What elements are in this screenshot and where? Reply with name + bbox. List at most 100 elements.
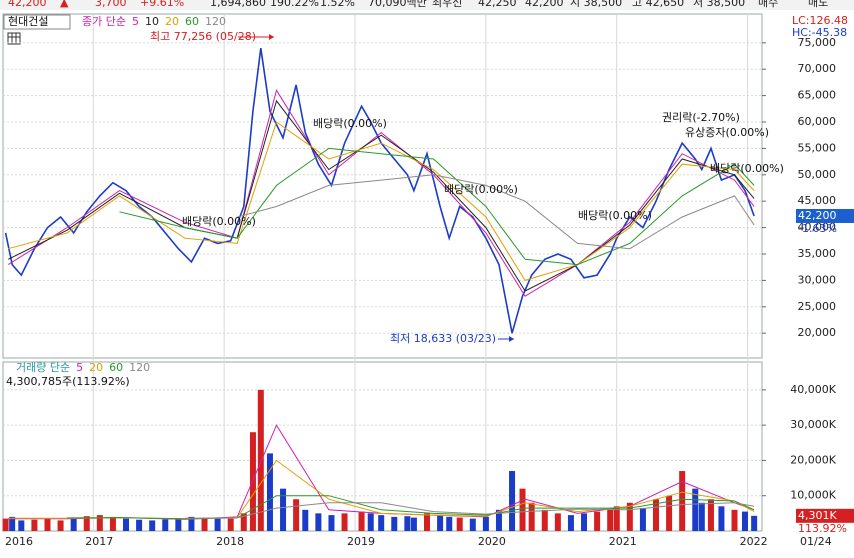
volume-bar <box>123 518 130 531</box>
volume-bar <box>358 511 365 531</box>
last-value-label: 42,200 <box>798 209 837 222</box>
y-tick-label: 60,000 <box>798 115 837 128</box>
lc-label: LC:126.48 <box>792 14 848 27</box>
volume-bar <box>149 520 156 531</box>
volume-bar <box>554 513 561 531</box>
volume-bar <box>509 471 516 531</box>
volume-bar <box>188 516 195 531</box>
legend-entry: 20 <box>89 361 103 374</box>
y-tick-label: 35,000 <box>798 247 837 260</box>
volume-bar <box>404 516 411 531</box>
volume-bar <box>18 520 25 531</box>
volume-bar <box>257 389 264 531</box>
volume-bar <box>410 517 417 531</box>
y-tick-label: 40,000K <box>790 383 836 396</box>
volume-bar <box>109 516 116 531</box>
top-bar-item: 42,250 <box>478 0 517 9</box>
volume-bar <box>341 513 348 531</box>
x-tick-label: 2022 <box>740 535 768 548</box>
grid <box>3 14 766 531</box>
volume-bar <box>495 509 502 531</box>
volume-bar <box>44 518 51 531</box>
top-bar-item: 매수 <box>758 0 778 9</box>
volume-bar <box>175 518 182 531</box>
volume-bar <box>136 519 143 531</box>
volume-bar <box>423 513 430 531</box>
volume-bar <box>240 513 247 531</box>
last-value-box <box>796 508 854 523</box>
y-tick-label: 65,000 <box>798 89 837 102</box>
volume-bar <box>227 518 234 531</box>
top-bar-item: +9.61% <box>140 0 184 9</box>
legend-entry: 5 <box>76 361 83 374</box>
annotation: 배당락(0.00%) <box>710 162 784 175</box>
x-tick-label: 2018 <box>216 535 244 548</box>
volume-bar <box>302 509 309 531</box>
arrow-head <box>269 34 274 40</box>
top-bar-item: 시 38,500 <box>570 0 622 9</box>
y-tick-label: 10,000K <box>790 489 836 502</box>
annotation: 배당락(0.00%) <box>182 215 256 228</box>
labels: 20,000 25,000 30,000 35,000 40,000 45,000 50,0… <box>3 14 854 548</box>
top-bar-item: 저 38,500 <box>693 0 745 9</box>
ma-line <box>7 99 755 292</box>
volume-bar <box>581 513 588 531</box>
top-bar-item: 42,200 <box>8 0 47 9</box>
legend-entry: 20 <box>165 15 179 28</box>
x-tick-label: 2017 <box>85 535 113 548</box>
volume-bar <box>528 502 535 531</box>
annotation: 배당락(0.00%) <box>313 117 387 130</box>
volume-bar <box>315 513 322 531</box>
volume-bar <box>666 495 673 531</box>
y-tick-label: 55,000 <box>798 141 837 154</box>
annotation: 최고 77,256 (05/28) <box>150 30 256 43</box>
volume-bar <box>249 432 256 531</box>
icon <box>7 32 21 45</box>
last-value-box <box>796 208 854 223</box>
volume-bar <box>731 509 738 531</box>
y-tick-label: 30,000K <box>790 418 836 431</box>
volume-bar <box>567 515 574 531</box>
y-tick-label: 70,000 <box>798 62 837 75</box>
volume-bar <box>679 471 686 531</box>
axis-corner <box>762 531 854 554</box>
top-bar-item: 1,694,860 <box>210 0 266 9</box>
volume-bar <box>391 516 398 531</box>
volume-bar <box>214 518 221 531</box>
volume-bar <box>541 509 548 531</box>
top-strip <box>0 0 854 10</box>
volume-bar <box>613 506 620 531</box>
legend-entry: 120 <box>129 361 150 374</box>
x-tick-label: 2020 <box>478 535 506 548</box>
y-tick-label: 20,000K <box>790 453 836 466</box>
ma-line <box>237 174 755 250</box>
volume-bar <box>519 488 526 531</box>
price-pane <box>2 13 763 359</box>
volume-info: 4,300,785주(113.92%) <box>6 375 130 388</box>
volume-bar <box>718 506 725 531</box>
volume-bar <box>698 502 705 531</box>
volume-bar <box>201 517 208 531</box>
top-bar-item: 고 42,650 <box>632 0 684 9</box>
chart-title: 현대건설 <box>8 15 48 28</box>
annotation: 권리락(-2.70%) <box>662 111 740 124</box>
volume-bar <box>594 511 601 531</box>
legend-title: 종가 단순 <box>82 15 126 28</box>
volume-bar <box>607 509 614 531</box>
legend-entry: 5 <box>132 15 139 28</box>
x-start-label: 2016 <box>5 535 33 548</box>
annotation: 배당락(0.00%) <box>578 209 652 222</box>
volume-bar <box>469 518 476 531</box>
annotation: 유상증자(0.00%) <box>685 126 769 139</box>
y-tick-label: 30,000 <box>798 273 837 286</box>
top-bar-item: 3,700 <box>95 0 127 9</box>
volume-bar <box>751 515 758 531</box>
volume-bar <box>162 519 169 531</box>
top-bar-item: 70,090백만 <box>368 0 427 9</box>
top-bar-item: 매도 <box>808 0 828 9</box>
legend-title: 거래량 단순 <box>16 361 70 374</box>
volume-bar <box>293 499 300 531</box>
change-label: 113.92% <box>798 522 847 535</box>
legend-entry: 10 <box>145 15 159 28</box>
